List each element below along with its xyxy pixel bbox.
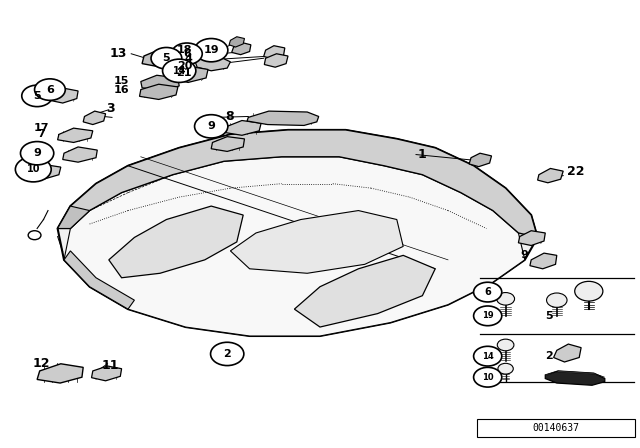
Text: 22: 22 bbox=[567, 164, 585, 178]
Circle shape bbox=[195, 39, 228, 62]
Circle shape bbox=[20, 142, 54, 165]
Circle shape bbox=[474, 367, 502, 387]
Polygon shape bbox=[230, 211, 403, 273]
Polygon shape bbox=[58, 128, 93, 142]
Circle shape bbox=[474, 306, 502, 326]
Polygon shape bbox=[247, 111, 319, 125]
Text: 2: 2 bbox=[545, 351, 553, 361]
Text: 17: 17 bbox=[33, 123, 49, 133]
Circle shape bbox=[575, 281, 603, 301]
Polygon shape bbox=[83, 111, 106, 125]
Text: 6: 6 bbox=[484, 287, 491, 297]
Text: 6: 6 bbox=[46, 85, 54, 95]
Polygon shape bbox=[109, 206, 243, 278]
Polygon shape bbox=[232, 43, 251, 55]
Text: 6: 6 bbox=[183, 49, 191, 59]
Circle shape bbox=[28, 231, 41, 240]
FancyBboxPatch shape bbox=[477, 419, 635, 437]
Polygon shape bbox=[64, 251, 134, 309]
Circle shape bbox=[195, 115, 228, 138]
Polygon shape bbox=[140, 84, 178, 99]
Circle shape bbox=[163, 59, 196, 82]
Polygon shape bbox=[172, 66, 208, 82]
Text: 10: 10 bbox=[26, 164, 40, 174]
Polygon shape bbox=[538, 168, 563, 183]
Polygon shape bbox=[229, 37, 244, 47]
Text: 19: 19 bbox=[482, 311, 493, 320]
Polygon shape bbox=[37, 364, 83, 383]
Text: 18: 18 bbox=[177, 45, 192, 55]
Polygon shape bbox=[142, 49, 182, 67]
Text: 21: 21 bbox=[177, 68, 192, 78]
Text: 1: 1 bbox=[418, 148, 427, 161]
Polygon shape bbox=[264, 54, 288, 67]
Text: 3: 3 bbox=[106, 102, 115, 115]
Text: 5: 5 bbox=[33, 91, 41, 101]
Circle shape bbox=[172, 43, 202, 65]
Polygon shape bbox=[195, 56, 230, 71]
Circle shape bbox=[498, 363, 513, 374]
Text: 12: 12 bbox=[33, 357, 51, 370]
Polygon shape bbox=[92, 366, 122, 381]
Text: 19: 19 bbox=[204, 45, 219, 55]
Circle shape bbox=[497, 293, 515, 305]
Text: 14: 14 bbox=[482, 352, 493, 361]
Text: 4: 4 bbox=[184, 54, 192, 64]
Text: 13: 13 bbox=[109, 47, 127, 60]
Text: 9: 9 bbox=[33, 148, 41, 158]
Text: 9: 9 bbox=[521, 250, 529, 260]
Polygon shape bbox=[530, 253, 557, 269]
Text: 2: 2 bbox=[223, 349, 231, 359]
Polygon shape bbox=[469, 153, 492, 167]
Polygon shape bbox=[518, 231, 545, 246]
Circle shape bbox=[22, 85, 52, 107]
Text: 10: 10 bbox=[482, 373, 493, 382]
Text: 16: 16 bbox=[114, 85, 129, 95]
Circle shape bbox=[474, 282, 502, 302]
Text: 14: 14 bbox=[172, 66, 186, 76]
Polygon shape bbox=[58, 206, 90, 228]
Text: 5: 5 bbox=[545, 311, 553, 321]
Circle shape bbox=[211, 342, 244, 366]
Polygon shape bbox=[264, 46, 285, 59]
Polygon shape bbox=[225, 121, 261, 135]
Text: 5: 5 bbox=[163, 53, 170, 63]
Polygon shape bbox=[58, 130, 538, 336]
Polygon shape bbox=[58, 130, 538, 237]
Polygon shape bbox=[50, 88, 78, 103]
Circle shape bbox=[15, 157, 51, 182]
Text: 00140637: 00140637 bbox=[532, 423, 580, 433]
Circle shape bbox=[547, 293, 567, 307]
Circle shape bbox=[474, 346, 502, 366]
Text: 15: 15 bbox=[114, 76, 129, 86]
Polygon shape bbox=[294, 255, 435, 327]
Text: 20: 20 bbox=[177, 61, 192, 71]
Polygon shape bbox=[211, 137, 244, 151]
Circle shape bbox=[151, 47, 182, 69]
Text: 9: 9 bbox=[207, 121, 215, 131]
Polygon shape bbox=[141, 75, 179, 90]
Polygon shape bbox=[64, 157, 525, 336]
Text: 7: 7 bbox=[37, 129, 45, 139]
Polygon shape bbox=[28, 164, 61, 179]
Polygon shape bbox=[545, 371, 605, 385]
Circle shape bbox=[497, 339, 514, 351]
Polygon shape bbox=[554, 344, 581, 362]
Polygon shape bbox=[545, 371, 605, 377]
Text: 11: 11 bbox=[101, 358, 119, 372]
Polygon shape bbox=[63, 147, 97, 162]
Circle shape bbox=[35, 79, 65, 100]
Text: 8: 8 bbox=[225, 110, 234, 123]
